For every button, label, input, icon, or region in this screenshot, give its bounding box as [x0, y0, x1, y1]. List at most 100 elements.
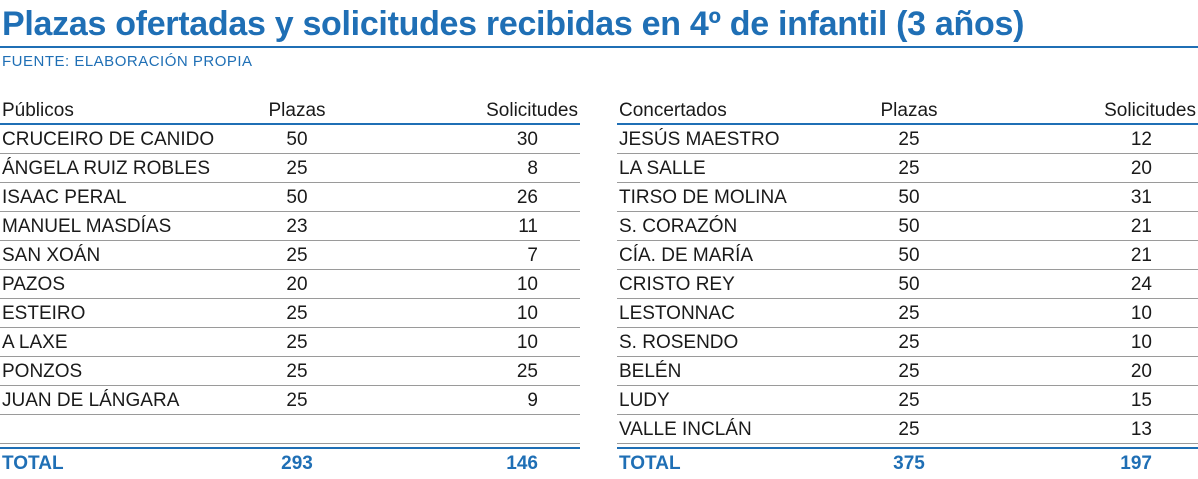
- solicitudes-value: 10: [516, 332, 538, 353]
- total-plazas: 293: [281, 453, 313, 474]
- school-name: SAN XOÁN: [2, 245, 101, 266]
- plazas-value: 25: [898, 332, 920, 353]
- table-row: LUDY 25 15: [617, 386, 1198, 415]
- plazas-value: 50: [286, 187, 308, 208]
- table-publicos: Públicos Plazas Solicitudes CRUCEIRO DE CAN…: [0, 96, 580, 476]
- table-row: SAN XOÁN 25 7: [0, 241, 580, 270]
- table-row: LESTONNAC 25 10: [617, 299, 1198, 328]
- page-title: Plazas ofertadas y solicitudes recibidas…: [2, 5, 1025, 43]
- column-header-plazas: Plazas: [880, 100, 938, 121]
- total-row: TOTAL 293 146: [0, 447, 580, 476]
- school-name: LUDY: [619, 390, 670, 411]
- table-row: CÍA. DE MARÍA 50 21: [617, 241, 1198, 270]
- total-label: TOTAL: [2, 453, 64, 474]
- solicitudes-value: 10: [1130, 332, 1152, 353]
- column-header-name: Concertados: [619, 100, 727, 121]
- total-plazas: 375: [893, 453, 925, 474]
- table-row: MANUEL MASDÍAS 23 11: [0, 212, 580, 241]
- empty-row: [0, 415, 580, 444]
- school-name: CRISTO REY: [619, 274, 735, 295]
- table-row: JUAN DE LÁNGARA 25 9: [0, 386, 580, 415]
- table-row: CRUCEIRO DE CANIDO 50 30: [0, 125, 580, 154]
- plazas-value: 25: [286, 332, 308, 353]
- table-header-row: Concertados Plazas Solicitudes: [617, 96, 1198, 125]
- school-name: JESÚS MAESTRO: [619, 129, 780, 150]
- solicitudes-value: 9: [527, 390, 538, 411]
- solicitudes-value: 25: [516, 361, 538, 382]
- school-name: BELÉN: [619, 361, 682, 382]
- table-row: ISAAC PERAL 50 26: [0, 183, 580, 212]
- plazas-value: 20: [286, 274, 308, 295]
- solicitudes-value: 21: [1130, 245, 1152, 266]
- school-name: CRUCEIRO DE CANIDO: [2, 129, 215, 150]
- plazas-value: 50: [898, 216, 920, 237]
- table-row: ESTEIRO 25 10: [0, 299, 580, 328]
- solicitudes-value: 15: [1130, 390, 1152, 411]
- solicitudes-value: 10: [516, 274, 538, 295]
- plazas-value: 25: [286, 245, 308, 266]
- plazas-value: 25: [286, 158, 308, 179]
- table-row: A LAXE 25 10: [0, 328, 580, 357]
- solicitudes-value: 31: [1130, 187, 1152, 208]
- table-row: LA SALLE 25 20: [617, 154, 1198, 183]
- school-name: ÁNGELA RUIZ ROBLES: [2, 158, 211, 179]
- plazas-value: 50: [898, 187, 920, 208]
- school-name: JUAN DE LÁNGARA: [2, 390, 180, 411]
- title-divider: [0, 46, 1198, 48]
- plazas-value: 25: [898, 303, 920, 324]
- solicitudes-value: 12: [1130, 129, 1152, 150]
- column-header-name: Públicos: [2, 100, 74, 121]
- total-solicitudes: 197: [1120, 453, 1152, 474]
- school-name: S. ROSENDO: [619, 332, 739, 353]
- column-header-plazas: Plazas: [268, 100, 326, 121]
- school-name: ISAAC PERAL: [2, 187, 127, 208]
- source-note: FUENTE: ELABORACIÓN PROPIA: [2, 53, 253, 70]
- table-row: ÁNGELA RUIZ ROBLES 25 8: [0, 154, 580, 183]
- plazas-value: 25: [898, 158, 920, 179]
- solicitudes-value: 30: [516, 129, 538, 150]
- table-row: CRISTO REY 50 24: [617, 270, 1198, 299]
- plazas-value: 25: [286, 361, 308, 382]
- column-header-solicitudes: Solicitudes: [486, 100, 578, 121]
- plazas-value: 50: [898, 274, 920, 295]
- solicitudes-value: 21: [1130, 216, 1152, 237]
- school-name: PONZOS: [2, 361, 83, 382]
- table-row: VALLE INCLÁN 25 13: [617, 415, 1198, 444]
- table-header-row: Públicos Plazas Solicitudes: [0, 96, 580, 125]
- plazas-value: 25: [898, 419, 920, 440]
- table-row: JESÚS MAESTRO 25 12: [617, 125, 1198, 154]
- solicitudes-value: 8: [527, 158, 538, 179]
- table-row: PONZOS 25 25: [0, 357, 580, 386]
- solicitudes-value: 26: [516, 187, 538, 208]
- solicitudes-value: 13: [1130, 419, 1152, 440]
- table-row: S. ROSENDO 25 10: [617, 328, 1198, 357]
- column-header-solicitudes: Solicitudes: [1104, 100, 1196, 121]
- school-name: LESTONNAC: [619, 303, 735, 324]
- school-name: ESTEIRO: [2, 303, 86, 324]
- plazas-value: 50: [898, 245, 920, 266]
- solicitudes-value: 10: [1130, 303, 1152, 324]
- school-name: MANUEL MASDÍAS: [2, 216, 172, 237]
- school-name: A LAXE: [2, 332, 68, 353]
- school-name: CÍA. DE MARÍA: [619, 245, 754, 266]
- total-label: TOTAL: [619, 453, 681, 474]
- plazas-value: 25: [286, 390, 308, 411]
- school-name: VALLE INCLÁN: [619, 419, 752, 440]
- solicitudes-value: 11: [518, 216, 538, 237]
- table-row: PAZOS 20 10: [0, 270, 580, 299]
- table-row: TIRSO DE MOLINA 50 31: [617, 183, 1198, 212]
- total-solicitudes: 146: [506, 453, 538, 474]
- school-name: LA SALLE: [619, 158, 706, 179]
- school-name: TIRSO DE MOLINA: [619, 187, 787, 208]
- school-name: PAZOS: [2, 274, 65, 295]
- plazas-value: 25: [286, 303, 308, 324]
- solicitudes-value: 20: [1130, 361, 1152, 382]
- plazas-value: 25: [898, 390, 920, 411]
- table-row: BELÉN 25 20: [617, 357, 1198, 386]
- solicitudes-value: 10: [516, 303, 538, 324]
- plazas-value: 25: [898, 361, 920, 382]
- solicitudes-value: 7: [527, 245, 538, 266]
- plazas-value: 23: [286, 216, 308, 237]
- solicitudes-value: 20: [1130, 158, 1152, 179]
- solicitudes-value: 24: [1130, 274, 1152, 295]
